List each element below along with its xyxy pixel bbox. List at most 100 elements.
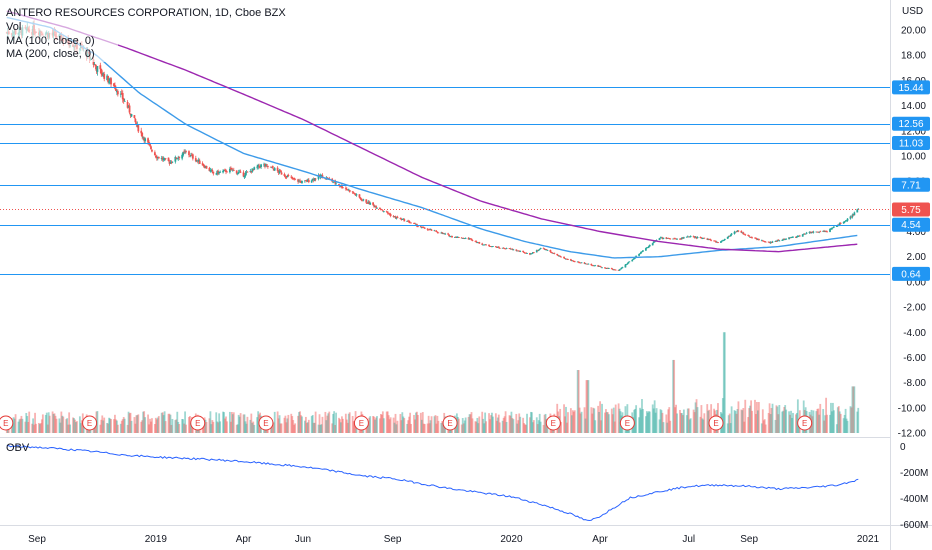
obv-tick-label: -200M — [900, 468, 928, 479]
volume-bar — [832, 402, 834, 433]
candle-body — [626, 263, 629, 265]
legend-ma200[interactable]: MA (200, close, 0) — [6, 48, 95, 60]
candle-body — [394, 216, 397, 219]
candle-body — [553, 252, 556, 254]
candle-body — [301, 180, 303, 184]
candle-body — [311, 178, 314, 181]
legend-obv[interactable]: OBV — [6, 442, 30, 454]
ma100-line[interactable] — [6, 16, 858, 259]
candle-body — [109, 78, 111, 81]
candle-body — [491, 246, 493, 248]
volume-bar — [47, 412, 50, 433]
volume-bar — [18, 419, 21, 433]
candle-body — [566, 258, 568, 260]
candle-body — [312, 179, 315, 181]
volume-bar — [675, 404, 677, 433]
candle-body — [695, 236, 698, 239]
volume-bar — [597, 405, 600, 433]
candle-body — [134, 118, 137, 123]
earnings-marker[interactable]: E — [797, 415, 813, 431]
obv-line[interactable] — [6, 445, 859, 522]
earnings-marker[interactable]: E — [0, 415, 14, 431]
candle-body — [852, 214, 855, 216]
candle-body — [399, 218, 402, 220]
volume-bar — [339, 419, 341, 433]
candle-body — [103, 73, 106, 79]
volume-bar — [477, 423, 480, 433]
volume-bar — [770, 408, 773, 433]
volume-bar — [61, 415, 64, 433]
candle-body — [154, 155, 157, 158]
candle-body — [469, 238, 472, 240]
legend-ma100[interactable]: MA (100, close, 0) — [6, 35, 95, 47]
ma200-line[interactable] — [6, 10, 858, 253]
earnings-marker[interactable]: E — [442, 415, 458, 431]
candle-body — [410, 222, 412, 224]
volume-bar — [205, 422, 208, 433]
volume-bar — [341, 416, 343, 433]
candle-body — [763, 241, 766, 243]
candle-body — [253, 167, 256, 170]
earnings-marker[interactable]: E — [708, 415, 724, 431]
candle-body — [771, 241, 774, 243]
candle-body — [203, 165, 206, 168]
volume-bar — [795, 412, 798, 433]
volume-bar — [237, 414, 240, 433]
volume-bar — [99, 424, 102, 433]
candle-body — [648, 245, 651, 247]
volume-bar — [55, 418, 58, 433]
candle-body — [680, 238, 682, 240]
candle-body — [565, 258, 567, 260]
candle-body — [429, 229, 432, 231]
volume-bar — [580, 411, 583, 433]
currency-label[interactable]: USD — [902, 6, 923, 17]
candle-body — [369, 202, 372, 205]
volume-bar — [662, 422, 665, 433]
earnings-marker-circle — [797, 415, 813, 431]
time-axis[interactable]: Sep 2019 Apr Jun Sep 2020 Apr Jul Sep 2021 — [28, 534, 879, 545]
candle-body — [517, 250, 520, 252]
volume-bar — [760, 423, 763, 433]
candle-body — [542, 247, 545, 249]
candle-body — [277, 170, 280, 173]
chart-title[interactable]: ANTERO RESOURCES CORPORATION, 1D, Cboe B… — [6, 7, 286, 19]
time-tick-label: 2019 — [145, 534, 168, 545]
candle-body — [283, 174, 286, 176]
candle-body — [467, 237, 470, 240]
volume-bar — [676, 413, 678, 433]
earnings-marker[interactable]: E — [82, 415, 98, 431]
volume-bar — [276, 411, 279, 433]
candle-body — [388, 214, 391, 215]
earnings-marker[interactable]: E — [258, 415, 274, 431]
candle-body — [801, 234, 804, 237]
candle-body — [228, 168, 231, 173]
volume-bar — [585, 380, 588, 433]
volume-bar — [735, 413, 738, 433]
legend-vol[interactable]: Vol — [6, 21, 21, 33]
candle-body — [164, 158, 167, 160]
earnings-marker[interactable]: E — [545, 415, 561, 431]
volume-bar — [319, 424, 322, 433]
volume-bar — [20, 415, 23, 433]
candle-body — [490, 246, 492, 247]
candle-body — [613, 269, 616, 271]
earnings-marker[interactable]: E — [353, 415, 369, 431]
earnings-marker[interactable]: E — [619, 415, 635, 431]
candle-body — [151, 149, 153, 152]
candle-body — [591, 265, 594, 267]
candle-body — [584, 263, 587, 265]
candle-body — [740, 230, 743, 233]
last-price-badge: 5.75 — [901, 205, 921, 216]
volume-bar — [692, 409, 695, 433]
volume-bar — [519, 416, 522, 433]
candle-body — [299, 180, 301, 182]
earnings-marker[interactable]: E — [190, 415, 206, 431]
candle-body — [293, 177, 296, 180]
volume-bar — [543, 414, 546, 433]
volume-bar — [290, 413, 293, 433]
candle-body — [700, 237, 703, 239]
volume-bar — [851, 386, 854, 433]
volume-bar — [101, 415, 104, 433]
volume-bar — [776, 406, 779, 433]
